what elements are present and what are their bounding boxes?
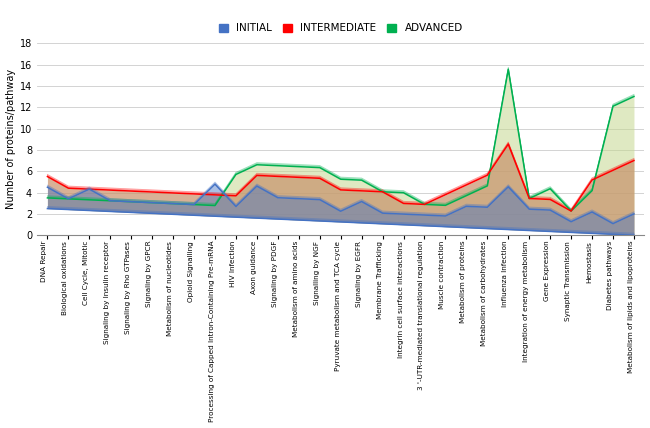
Legend: INITIAL, INTERMEDIATE, ADVANCED: INITIAL, INTERMEDIATE, ADVANCED	[218, 24, 463, 33]
Y-axis label: Number of proteins/pathway: Number of proteins/pathway	[6, 69, 16, 209]
